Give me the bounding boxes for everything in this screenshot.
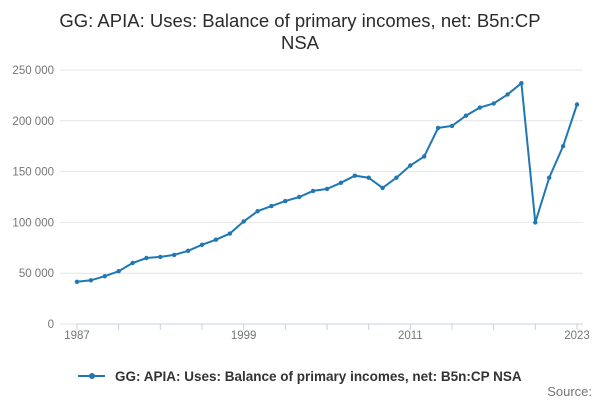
svg-text:0: 0: [48, 319, 54, 331]
svg-text:1987: 1987: [64, 330, 90, 342]
svg-text:2023: 2023: [564, 330, 590, 342]
svg-text:250 000: 250 000: [12, 65, 54, 77]
svg-text:150 000: 150 000: [12, 167, 54, 179]
svg-text:50 000: 50 000: [19, 268, 54, 280]
svg-text:100 000: 100 000: [12, 217, 54, 229]
svg-text:200 000: 200 000: [12, 116, 54, 128]
svg-text:2011: 2011: [398, 330, 423, 342]
svg-text:1999: 1999: [231, 330, 257, 342]
